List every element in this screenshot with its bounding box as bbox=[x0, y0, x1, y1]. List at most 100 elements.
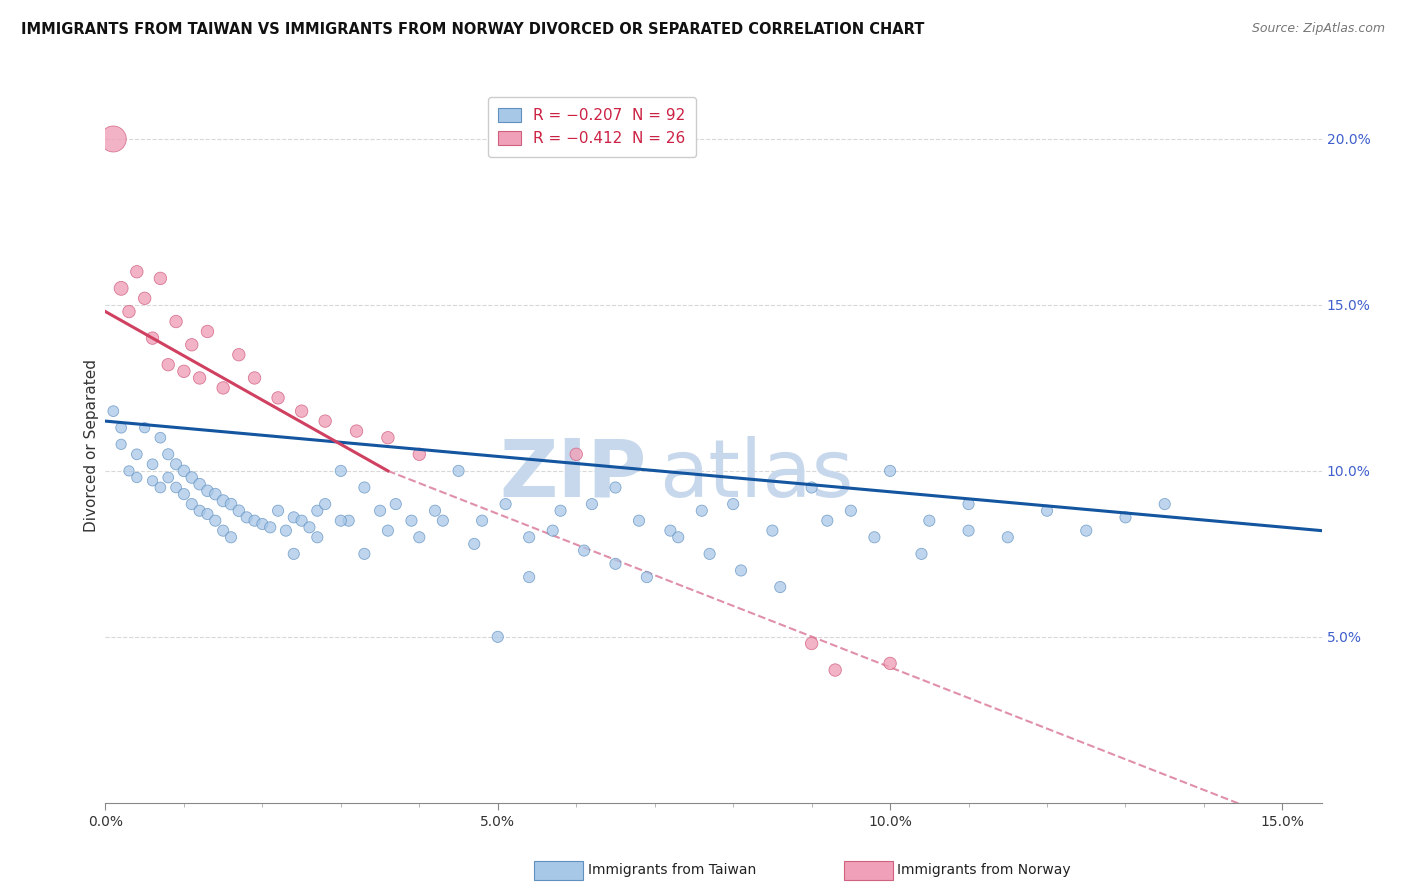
Text: Immigrants from Norway: Immigrants from Norway bbox=[897, 863, 1070, 877]
Point bbox=[118, 304, 141, 318]
Point bbox=[659, 524, 682, 538]
Point bbox=[572, 543, 595, 558]
Point bbox=[377, 431, 399, 445]
Point bbox=[283, 510, 305, 524]
Point bbox=[165, 481, 187, 495]
Text: atlas: atlas bbox=[659, 435, 853, 514]
Legend: R = −0.207  N = 92, R = −0.412  N = 26: R = −0.207 N = 92, R = −0.412 N = 26 bbox=[488, 97, 696, 157]
Point bbox=[910, 547, 932, 561]
Point bbox=[1036, 504, 1059, 518]
Point bbox=[103, 404, 125, 418]
Point bbox=[267, 504, 290, 518]
Point bbox=[197, 325, 219, 339]
Point bbox=[180, 338, 202, 352]
Point bbox=[110, 281, 132, 295]
Point bbox=[329, 514, 352, 528]
Point bbox=[769, 580, 792, 594]
Point bbox=[259, 520, 281, 534]
Point bbox=[408, 447, 430, 461]
Point bbox=[180, 497, 202, 511]
Point bbox=[401, 514, 423, 528]
Point bbox=[110, 437, 132, 451]
Point bbox=[581, 497, 603, 511]
Point bbox=[307, 530, 329, 544]
Point bbox=[110, 421, 132, 435]
Point bbox=[550, 504, 572, 518]
Point bbox=[173, 487, 195, 501]
Point bbox=[103, 132, 125, 146]
Point bbox=[408, 530, 430, 544]
Point bbox=[173, 464, 195, 478]
Point bbox=[666, 530, 689, 544]
Point bbox=[957, 524, 980, 538]
Point bbox=[879, 657, 901, 671]
Point bbox=[337, 514, 360, 528]
Point bbox=[291, 514, 314, 528]
Point bbox=[329, 464, 352, 478]
Point bbox=[141, 474, 163, 488]
Point bbox=[212, 524, 235, 538]
Point bbox=[346, 424, 368, 438]
Point bbox=[307, 504, 329, 518]
Point bbox=[447, 464, 470, 478]
Point bbox=[149, 481, 172, 495]
Point bbox=[824, 663, 846, 677]
Point bbox=[761, 524, 783, 538]
Point bbox=[1076, 524, 1098, 538]
Point bbox=[486, 630, 509, 644]
Point bbox=[377, 524, 399, 538]
Point bbox=[517, 570, 540, 584]
Point bbox=[274, 524, 297, 538]
Point bbox=[839, 504, 862, 518]
Point bbox=[565, 447, 588, 461]
Point bbox=[471, 514, 494, 528]
Point bbox=[197, 483, 219, 498]
Point bbox=[188, 504, 211, 518]
Point bbox=[243, 514, 266, 528]
Point bbox=[118, 464, 141, 478]
Text: ZIP: ZIP bbox=[499, 435, 647, 514]
Point bbox=[605, 481, 627, 495]
Point bbox=[149, 271, 172, 285]
Point bbox=[125, 470, 148, 484]
Point bbox=[368, 504, 391, 518]
Text: Source: ZipAtlas.com: Source: ZipAtlas.com bbox=[1251, 22, 1385, 36]
Point bbox=[173, 364, 195, 378]
Point bbox=[314, 497, 336, 511]
Point bbox=[1114, 510, 1136, 524]
Point bbox=[165, 457, 187, 471]
Point bbox=[423, 504, 446, 518]
Point bbox=[298, 520, 321, 534]
Point bbox=[204, 487, 226, 501]
Point bbox=[125, 265, 148, 279]
Point bbox=[517, 530, 540, 544]
Point bbox=[721, 497, 744, 511]
Point bbox=[699, 547, 721, 561]
Point bbox=[188, 477, 211, 491]
Point bbox=[353, 547, 375, 561]
Point bbox=[125, 447, 148, 461]
Point bbox=[463, 537, 485, 551]
Point bbox=[353, 481, 375, 495]
Point bbox=[197, 507, 219, 521]
Point bbox=[134, 421, 156, 435]
Point bbox=[291, 404, 314, 418]
Point bbox=[157, 447, 180, 461]
Point bbox=[541, 524, 564, 538]
Point bbox=[815, 514, 838, 528]
Point bbox=[188, 371, 211, 385]
Y-axis label: Divorced or Separated: Divorced or Separated bbox=[83, 359, 98, 533]
Point bbox=[605, 557, 627, 571]
Point bbox=[141, 457, 163, 471]
Point bbox=[252, 516, 274, 531]
Point bbox=[863, 530, 886, 544]
Point bbox=[627, 514, 650, 528]
Point bbox=[165, 314, 187, 328]
Point bbox=[180, 470, 202, 484]
Point bbox=[1153, 497, 1175, 511]
Point bbox=[212, 493, 235, 508]
Point bbox=[267, 391, 290, 405]
Point bbox=[283, 547, 305, 561]
Point bbox=[157, 358, 180, 372]
Point bbox=[997, 530, 1019, 544]
